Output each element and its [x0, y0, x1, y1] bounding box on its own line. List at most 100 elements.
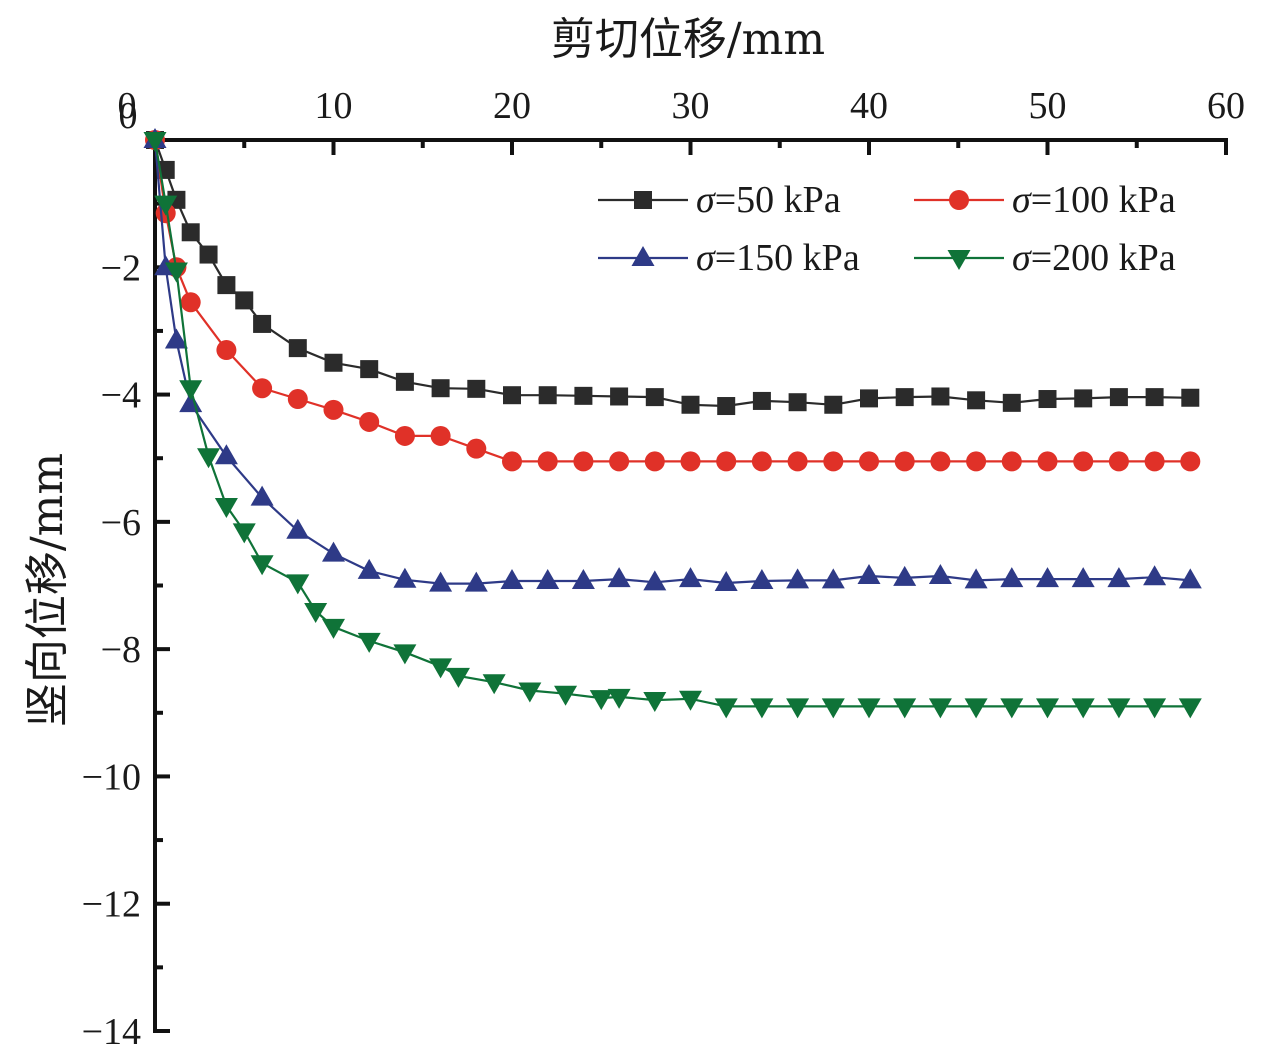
- data-point: [235, 291, 254, 310]
- legend-item: σ=50 kPa: [598, 179, 841, 221]
- legend-item: σ=100 kPa: [914, 179, 1176, 221]
- data-point: [232, 523, 256, 544]
- legend-marker: [949, 190, 969, 210]
- data-point: [679, 690, 702, 711]
- data-point: [966, 451, 987, 472]
- legend-value: =150 kPa: [715, 237, 860, 279]
- series-1: [145, 130, 1201, 472]
- data-point: [1000, 567, 1024, 588]
- legend-label: σ=50 kPa: [696, 179, 841, 221]
- legend-label: σ=100 kPa: [1012, 179, 1176, 221]
- y-axis-title: 竖向位移/mm: [22, 453, 73, 727]
- legend-label: σ=150 kPa: [696, 237, 860, 279]
- data-point: [859, 451, 879, 472]
- data-point: [573, 451, 594, 472]
- data-point: [324, 353, 343, 372]
- data-point: [610, 387, 629, 406]
- x-tick-label: 30: [672, 85, 710, 127]
- y-tick-label: −12: [82, 884, 141, 926]
- y-tick-label: −14: [82, 1011, 141, 1053]
- data-point: [1144, 451, 1165, 472]
- series-2: [143, 128, 1202, 592]
- data-point: [360, 360, 379, 379]
- data-point: [393, 567, 417, 588]
- data-point: [466, 438, 487, 459]
- data-point: [1180, 451, 1201, 472]
- data-point: [214, 497, 238, 518]
- data-point: [323, 399, 344, 420]
- data-point: [1145, 388, 1164, 407]
- data-point: [893, 565, 917, 586]
- data-point: [537, 451, 558, 472]
- y-tick-label: −2: [101, 247, 141, 289]
- data-point: [286, 574, 310, 595]
- series-layer: [143, 128, 1202, 719]
- data-point: [180, 292, 201, 313]
- series-line: [153, 139, 1191, 708]
- data-point: [217, 276, 236, 295]
- data-point: [750, 569, 774, 590]
- data-point: [1038, 390, 1057, 409]
- data-point: [643, 692, 667, 713]
- legend-value: =200 kPa: [1031, 237, 1176, 279]
- data-point: [786, 698, 810, 719]
- data-point: [607, 567, 631, 588]
- data-point: [717, 397, 736, 416]
- legend-marker: [947, 250, 971, 270]
- data-point: [164, 328, 188, 349]
- data-point: [821, 568, 845, 589]
- data-point: [538, 386, 557, 405]
- data-point: [894, 451, 915, 472]
- data-point: [1071, 698, 1095, 719]
- data-point: [750, 698, 774, 719]
- data-point: [860, 389, 878, 408]
- data-point: [1181, 388, 1200, 407]
- data-point: [714, 698, 738, 719]
- x-tick-label: 10: [315, 85, 353, 127]
- data-point: [430, 425, 451, 446]
- legend-sigma: σ: [696, 237, 716, 279]
- legend-marker: [631, 246, 655, 266]
- data-point: [143, 132, 167, 152]
- x-tick-label: 20: [493, 85, 531, 127]
- y-tick-label: −10: [82, 756, 141, 798]
- data-point: [821, 698, 845, 719]
- data-point: [393, 644, 417, 665]
- data-point: [359, 411, 380, 432]
- data-point: [1108, 451, 1129, 472]
- data-point: [824, 395, 843, 414]
- data-point: [429, 571, 453, 592]
- data-point: [250, 555, 274, 576]
- data-point: [214, 444, 238, 465]
- series-3: [143, 132, 1202, 719]
- data-point: [716, 451, 737, 472]
- data-point: [752, 391, 771, 410]
- x-axis-title: 剪切位移/mm: [551, 14, 825, 65]
- legend-value: =50 kPa: [715, 179, 841, 221]
- data-point: [645, 388, 664, 407]
- data-point: [500, 569, 524, 590]
- data-point: [199, 245, 218, 264]
- data-point: [788, 393, 807, 412]
- data-point: [930, 451, 951, 472]
- data-point: [607, 688, 631, 709]
- y-tick-label: −6: [101, 502, 141, 544]
- data-point: [1143, 698, 1167, 719]
- data-point: [751, 451, 772, 472]
- data-point: [431, 379, 450, 398]
- data-point: [574, 386, 593, 405]
- data-point: [609, 451, 630, 472]
- legend-sigma: σ: [696, 179, 716, 221]
- legend-label: σ=200 kPa: [1012, 237, 1176, 279]
- data-point: [164, 262, 188, 283]
- data-point: [395, 372, 414, 391]
- legend-value: =100 kPa: [1031, 179, 1176, 221]
- data-point: [823, 451, 844, 472]
- data-point: [536, 569, 560, 590]
- data-point: [1109, 388, 1128, 407]
- data-point: [964, 568, 988, 589]
- data-point: [518, 682, 542, 703]
- data-point: [322, 541, 345, 562]
